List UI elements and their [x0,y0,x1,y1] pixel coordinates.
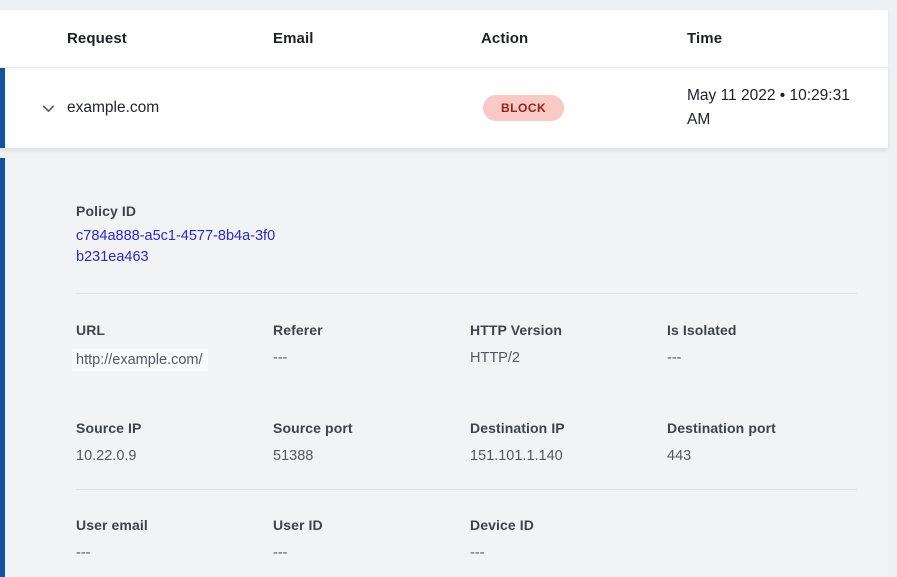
field-user-id: User ID --- [273,517,470,562]
action-cell: BLOCK [481,95,687,121]
field-device-id: Device ID --- [470,517,667,562]
field-value: 10.22.0.9 [76,448,137,464]
field-label: Source port [273,420,353,436]
field-value: --- [470,545,485,561]
field-label: Destination IP [470,420,565,436]
field-label: Is Isolated [667,322,737,338]
field-label: Policy ID [76,203,137,219]
field-source-port: Source port 51388 [273,420,470,465]
policy-id-link[interactable]: c784a888-a5c1-4577-8b4a-3f0b231ea463 [76,228,276,265]
field-destination-port: Destination port 443 [667,420,888,465]
details-grid-row-1: URL http://example.com/ Referer --- HTTP… [72,322,888,371]
field-label: URL [76,322,106,338]
field-http-version: HTTP Version HTTP/2 [470,322,667,371]
field-label: User ID [273,517,323,533]
field-is-isolated: Is Isolated --- [667,322,888,371]
details-grid-row-3: User email --- User ID --- Device ID --- [76,517,888,562]
field-label: User email [76,517,148,533]
row-details-panel: Policy ID c784a888-a5c1-4577-8b4a-3f0b23… [0,158,888,577]
field-value: --- [76,545,91,561]
details-grid-spacer [667,517,888,562]
field-policy-id: Policy ID c784a888-a5c1-4577-8b4a-3f0b23… [76,203,888,268]
field-label: Referer [273,322,323,338]
column-header-action: Action [481,30,529,47]
field-label: Device ID [470,517,534,533]
field-value: --- [273,545,288,561]
field-user-email: User email --- [76,517,273,562]
field-value: 151.101.1.140 [470,448,563,464]
field-value: http://example.com/ [72,349,208,371]
column-header-request: Request [67,30,127,47]
details-grid-row-2: Source IP 10.22.0.9 Source port 51388 De… [76,420,888,465]
field-value: --- [667,350,682,366]
table-row[interactable]: example.com BLOCK May 11 2022 • 10:29:31… [0,68,888,148]
field-label: Source IP [76,420,142,436]
field-referer: Referer --- [273,322,470,371]
activity-log-table: Request Email Action Time example.com BL… [0,10,888,577]
field-value: 51388 [273,448,314,464]
field-value: --- [273,350,288,366]
section-divider [76,489,857,490]
field-value: HTTP/2 [470,350,520,366]
field-destination-ip: Destination IP 151.101.1.140 [470,420,667,465]
section-divider [76,293,857,294]
field-label: HTTP Version [470,322,562,338]
field-source-ip: Source IP 10.22.0.9 [76,420,273,465]
table-header-row: Request Email Action Time [0,10,888,68]
field-url: URL http://example.com/ [72,322,273,371]
request-cell: example.com [67,99,160,116]
time-cell: May 11 2022 • 10:29:31 AM [687,87,850,128]
column-header-time: Time [687,30,723,47]
row-expand-toggle[interactable] [35,95,61,121]
action-status-badge: BLOCK [483,95,565,121]
chevron-down-icon [40,100,57,117]
column-header-email: Email [273,30,314,47]
field-label: Destination port [667,420,776,436]
field-value: 443 [667,448,692,464]
